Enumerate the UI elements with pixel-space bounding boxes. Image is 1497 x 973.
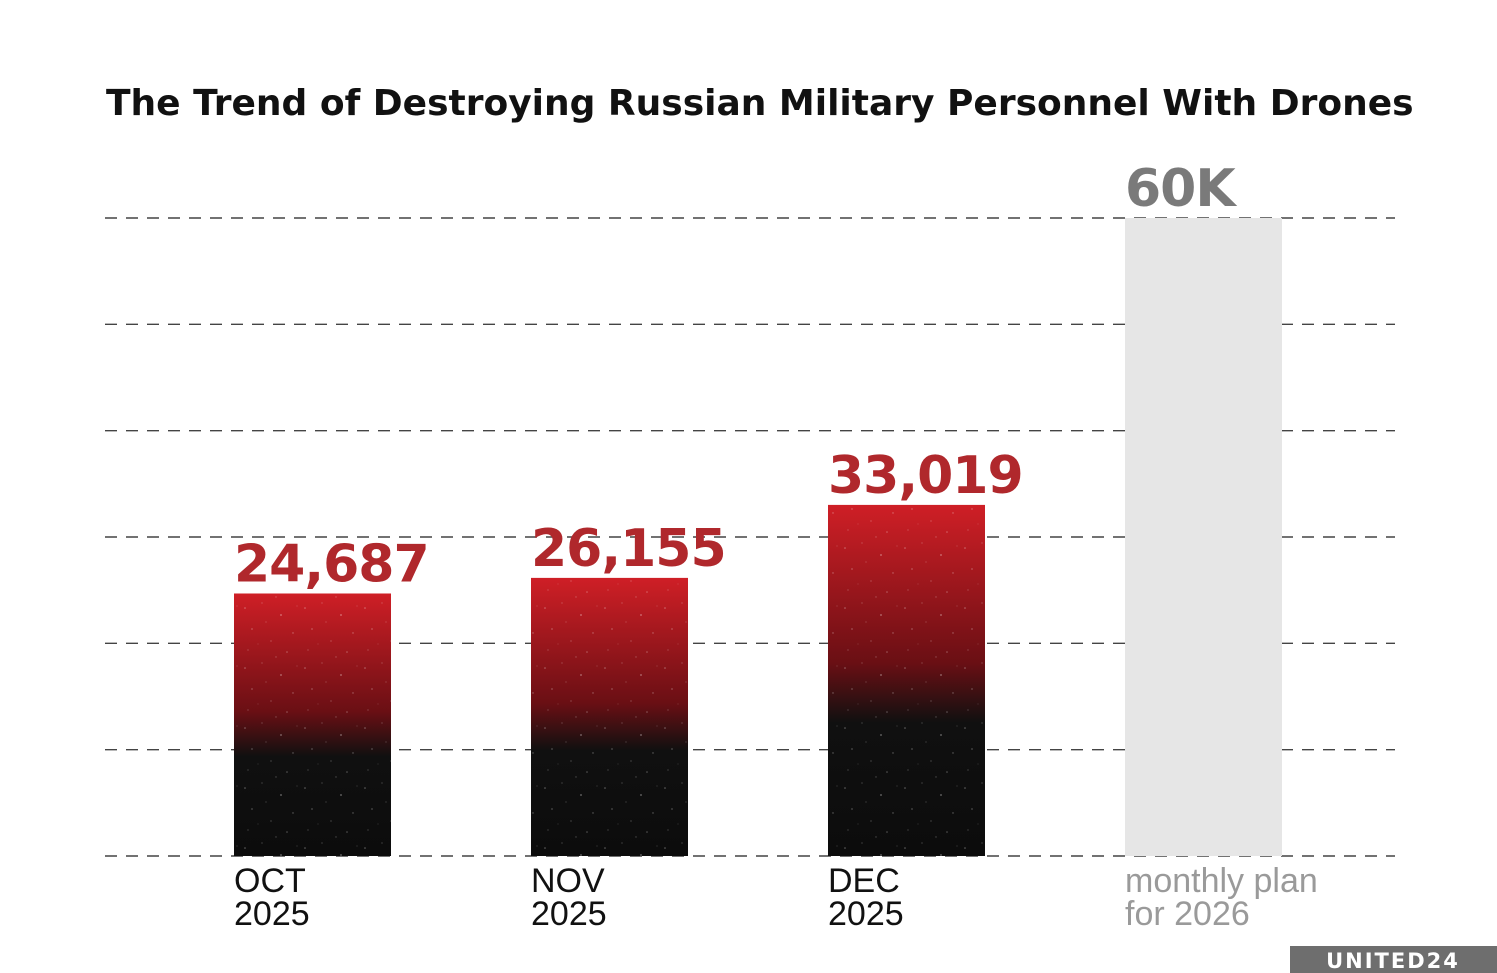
logo-text: UNITED24 (1326, 949, 1460, 973)
category-label-3-line2: for 2026 (1125, 895, 1250, 933)
bar-texture-0 (234, 593, 391, 856)
labels: 24,687OCT202526,155NOV202533,019DEC20256… (234, 159, 1318, 933)
value-label-0: 24,687 (234, 534, 429, 594)
united24-logo: UNITED24 (1290, 946, 1497, 973)
category-label-1-line1: NOV (531, 862, 605, 900)
bar-texture-2 (828, 504, 985, 856)
category-label-0-line2: 2025 (234, 895, 310, 933)
category-label-2-line2: 2025 (828, 895, 904, 933)
category-label-1-line2: 2025 (531, 895, 607, 933)
bar-plan-2026 (1125, 218, 1282, 856)
value-label-3: 60K (1125, 159, 1237, 219)
chart-title: The Trend of Destroying Russian Military… (106, 83, 1414, 124)
value-label-2: 33,019 (828, 446, 1023, 506)
value-label-1: 26,155 (531, 519, 726, 579)
category-label-2-line1: DEC (828, 862, 900, 900)
bar-texture-1 (531, 577, 688, 856)
bars (234, 218, 1282, 856)
logo-background (1290, 946, 1497, 973)
category-label-0-line1: OCT (234, 862, 306, 900)
category-label-3-line1: monthly plan (1125, 862, 1318, 900)
